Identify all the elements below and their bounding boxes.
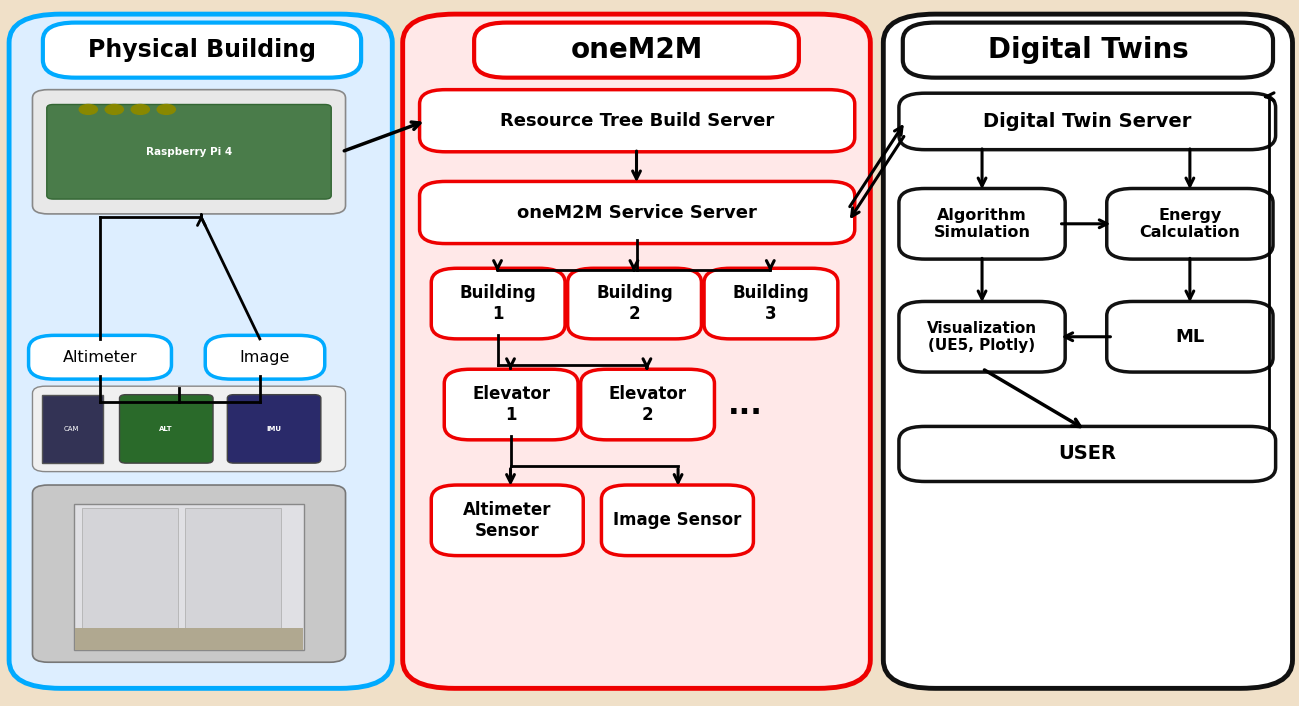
FancyBboxPatch shape <box>32 90 346 214</box>
Text: Altimeter: Altimeter <box>62 349 138 365</box>
FancyBboxPatch shape <box>29 335 171 379</box>
FancyBboxPatch shape <box>1107 301 1273 372</box>
Text: Building
2: Building 2 <box>596 285 673 323</box>
Text: ...: ... <box>729 391 763 421</box>
FancyBboxPatch shape <box>1107 189 1273 259</box>
Text: USER: USER <box>1059 445 1116 463</box>
Circle shape <box>157 104 175 114</box>
FancyBboxPatch shape <box>601 485 753 556</box>
FancyBboxPatch shape <box>899 189 1065 259</box>
Text: ALT: ALT <box>160 426 173 432</box>
Text: Image: Image <box>240 349 290 365</box>
FancyBboxPatch shape <box>899 426 1276 481</box>
Text: ML: ML <box>1176 328 1204 346</box>
Text: Digital Twins: Digital Twins <box>987 36 1189 64</box>
Text: oneM2M: oneM2M <box>570 36 703 64</box>
Text: Resource Tree Build Server: Resource Tree Build Server <box>500 112 774 130</box>
FancyBboxPatch shape <box>120 395 213 463</box>
FancyBboxPatch shape <box>568 268 701 339</box>
Bar <box>82 508 178 646</box>
FancyBboxPatch shape <box>883 14 1293 688</box>
FancyBboxPatch shape <box>431 268 565 339</box>
FancyBboxPatch shape <box>420 90 855 152</box>
Circle shape <box>79 104 97 114</box>
Text: Physical Building: Physical Building <box>88 38 316 62</box>
FancyBboxPatch shape <box>32 386 346 472</box>
FancyBboxPatch shape <box>474 23 799 78</box>
FancyBboxPatch shape <box>205 335 325 379</box>
Text: CAM: CAM <box>64 426 79 432</box>
Bar <box>184 508 281 646</box>
Bar <box>75 628 303 650</box>
Text: Visualization
(UE5, Plotly): Visualization (UE5, Plotly) <box>927 321 1037 353</box>
FancyBboxPatch shape <box>420 181 855 244</box>
FancyBboxPatch shape <box>43 23 361 78</box>
FancyBboxPatch shape <box>403 14 870 688</box>
FancyBboxPatch shape <box>74 504 304 650</box>
Text: Elevator
1: Elevator 1 <box>472 385 551 424</box>
Circle shape <box>131 104 149 114</box>
Text: IMU: IMU <box>266 426 282 432</box>
Text: Altimeter
Sensor: Altimeter Sensor <box>462 501 552 539</box>
FancyBboxPatch shape <box>227 395 321 463</box>
FancyBboxPatch shape <box>42 395 103 463</box>
Circle shape <box>105 104 123 114</box>
FancyBboxPatch shape <box>32 485 346 662</box>
FancyBboxPatch shape <box>899 93 1276 150</box>
Text: Elevator
2: Elevator 2 <box>608 385 687 424</box>
FancyBboxPatch shape <box>9 14 392 688</box>
Text: Digital Twin Server: Digital Twin Server <box>983 112 1191 131</box>
FancyBboxPatch shape <box>581 369 714 440</box>
Text: Energy
Calculation: Energy Calculation <box>1139 208 1241 240</box>
FancyBboxPatch shape <box>899 301 1065 372</box>
FancyBboxPatch shape <box>47 104 331 199</box>
FancyBboxPatch shape <box>903 23 1273 78</box>
Text: Raspberry Pi 4: Raspberry Pi 4 <box>145 147 233 157</box>
Text: Building
1: Building 1 <box>460 285 536 323</box>
FancyBboxPatch shape <box>431 485 583 556</box>
Text: Image Sensor: Image Sensor <box>613 511 742 530</box>
FancyBboxPatch shape <box>704 268 838 339</box>
FancyBboxPatch shape <box>444 369 578 440</box>
Text: oneM2M Service Server: oneM2M Service Server <box>517 203 757 222</box>
Text: Algorithm
Simulation: Algorithm Simulation <box>934 208 1030 240</box>
Text: Building
3: Building 3 <box>733 285 809 323</box>
